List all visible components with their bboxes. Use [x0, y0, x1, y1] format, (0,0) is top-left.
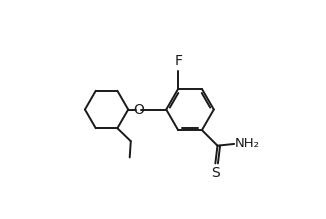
Text: NH₂: NH₂: [235, 138, 260, 150]
Text: O: O: [133, 102, 144, 117]
Text: F: F: [174, 54, 182, 68]
Text: S: S: [211, 166, 220, 180]
